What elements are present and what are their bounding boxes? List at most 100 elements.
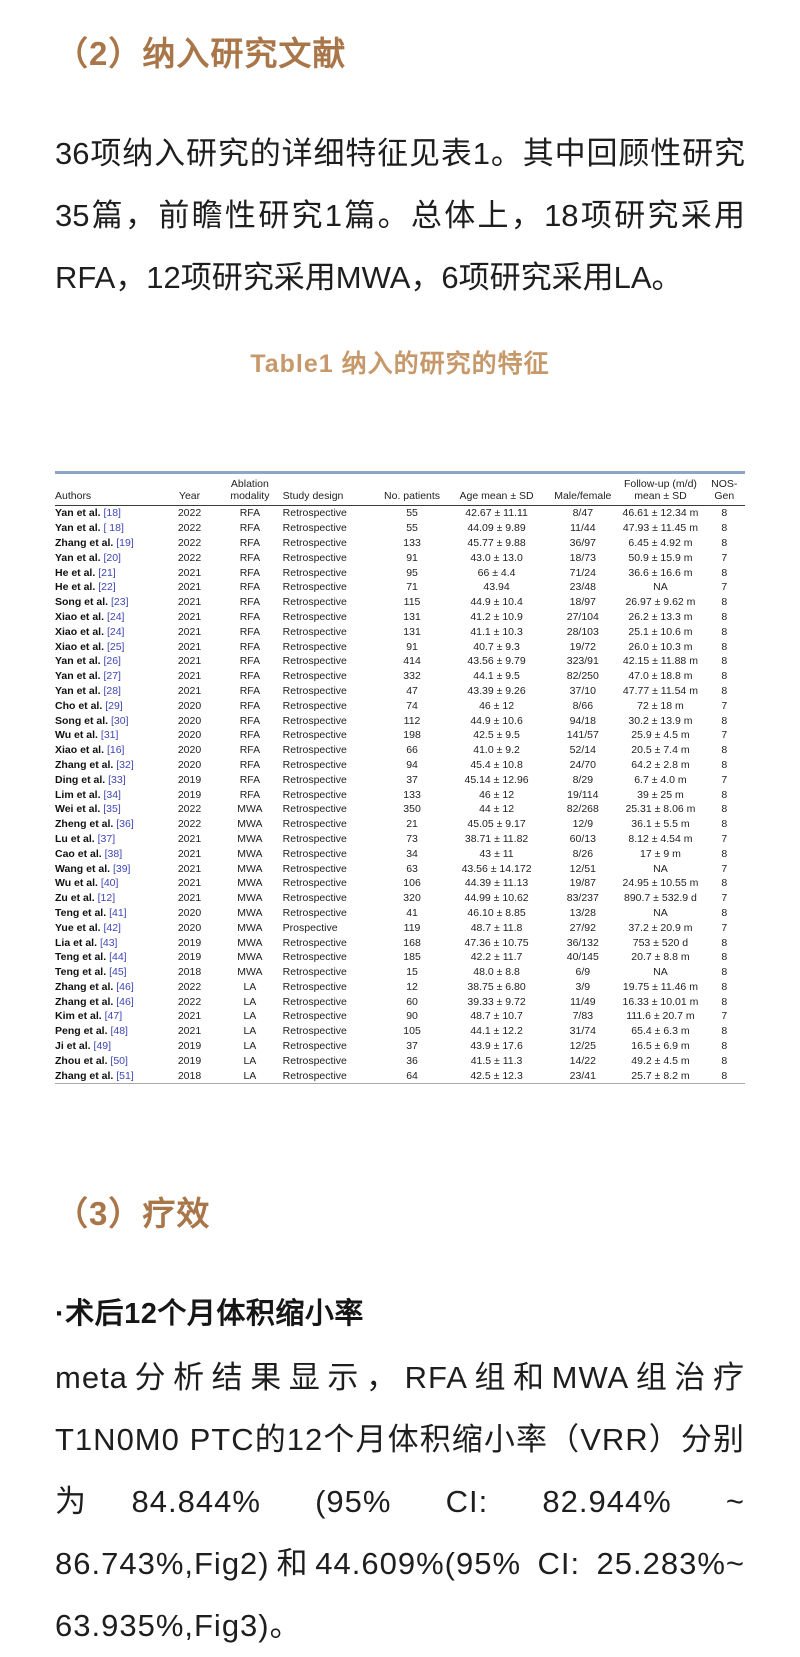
citation-ref: [27] (103, 670, 121, 683)
table-cell: 8/26 (572, 847, 594, 860)
table-cell: 8 (721, 655, 728, 668)
table-cell: 37.2 ± 20.9 m (628, 921, 693, 934)
author-name: Zhang et al. (55, 995, 117, 1008)
table-row: Zhou et al. [50] 2019 LA Retrospective 36 41.… (55, 1053, 745, 1068)
citation-ref: [45] (109, 966, 127, 979)
citation-ref: [40] (100, 877, 119, 890)
table-cell: 94/18 (569, 714, 596, 727)
table-cell: 8 (721, 507, 728, 520)
table-cell: 131 (403, 625, 421, 638)
table-cell: 18/97 (569, 596, 596, 609)
author-name: Yan et al. (55, 551, 104, 564)
table-cell: 2021 (177, 832, 202, 845)
table-cell: 7 (721, 832, 728, 845)
table-cell: 8 (721, 966, 728, 979)
column-header-ablation-modality: Ablation modality (217, 472, 283, 506)
table-cell: NA (653, 862, 668, 875)
citation-ref: [46] (116, 995, 134, 1008)
table-cell: Prospective (282, 921, 338, 934)
table-row: Peng et al. [48] 2021 LA Retrospective 105 44… (55, 1024, 745, 1039)
table-cell: RFA (239, 507, 261, 520)
table-cell: 7 (721, 921, 728, 934)
citation-ref: [31] (100, 729, 119, 742)
table-cell: 23/48 (569, 581, 596, 594)
table-cell: 133 (403, 536, 421, 549)
table-cell: 8/66 (572, 699, 594, 712)
author-cell: Yan et al. [18] (55, 506, 162, 521)
section-heading-efficacy: （3）疗效 (55, 1195, 211, 1233)
table-row: Zheng et al. [36] 2022 MWA Retrospective 21 4… (55, 817, 745, 832)
table-cell: 8 (721, 818, 728, 831)
author-cell: Yue et al. [42] (55, 920, 162, 935)
author-cell: Yan et al. [26] (55, 654, 162, 669)
author-cell: Xiao et al. [24] (55, 610, 162, 625)
table-cell: 43.39 ± 9.26 (467, 684, 526, 697)
table-row: Yan et al. [26] 2021 RFA Retrospective 414 43… (55, 654, 745, 669)
table-cell: 21 (406, 818, 418, 831)
table-cell: 2022 (177, 536, 202, 549)
table-cell: 41.2 ± 10.9 (470, 610, 523, 623)
table-cell: 34 (406, 847, 418, 860)
citation-ref: [18] (103, 507, 121, 520)
table-cell: 55 (406, 507, 418, 520)
table-cell: 2019 (177, 773, 202, 786)
table-cell: 2021 (177, 640, 202, 653)
table-cell: 42.15 ± 11.88 m (622, 655, 698, 668)
table-cell: 8 (721, 803, 728, 816)
author-cell: Zhang et al. [51] (55, 1068, 162, 1083)
table-cell: 73 (406, 832, 418, 845)
author-cell: Yan et al. [20] (55, 550, 162, 565)
author-name: Song et al. (55, 714, 112, 727)
table-cell: 26.0 ± 10.3 m (628, 640, 693, 653)
table-cell: 63 (406, 862, 418, 875)
table-cell: 323/91 (566, 655, 599, 668)
table-cell: Retrospective (282, 566, 347, 579)
table-cell: 8 (721, 877, 728, 890)
author-cell: Zhang et al. [46] (55, 994, 162, 1009)
table-cell: 49.2 ± 4.5 m (631, 1054, 690, 1067)
author-cell: Wu et al. [40] (55, 876, 162, 891)
table-cell: 41.1 ± 10.3 (470, 625, 523, 638)
table-cell: 24/70 (569, 758, 596, 771)
table-cell: 40/145 (566, 951, 599, 964)
table-cell: 65.4 ± 6.3 m (631, 1025, 690, 1038)
table-cell: 6/9 (575, 966, 591, 979)
author-cell: Yan et al. [27] (55, 669, 162, 684)
author-name: Teng et al. (55, 966, 110, 979)
table-cell: RFA (239, 581, 261, 594)
table-cell: RFA (239, 625, 261, 638)
citation-ref: [50] (110, 1054, 128, 1067)
table-cell: Retrospective (282, 906, 347, 919)
table-cell: 39 ± 25 m (637, 788, 684, 801)
author-name: Song et al. (55, 596, 112, 609)
table-cell: Retrospective (282, 966, 347, 979)
author-cell: He et al. [22] (55, 580, 162, 595)
table-cell: 2021 (177, 1025, 202, 1038)
table-cell: 19/72 (569, 640, 596, 653)
table-cell: LA (243, 1010, 257, 1023)
table-cell: 2018 (177, 1069, 202, 1082)
table-cell: 8 (721, 906, 728, 919)
table-cell: 2021 (177, 877, 202, 890)
table-cell: RFA (239, 655, 261, 668)
table-cell: 48.7 ± 11.8 (470, 921, 523, 934)
table-row: Song et al. [30] 2020 RFA Retrospective 112 4… (55, 713, 745, 728)
author-name: Teng et al. (55, 906, 110, 919)
table-cell: 8 (721, 758, 728, 771)
table-cell: 2021 (177, 892, 202, 905)
author-name: Xiao et al. (55, 640, 107, 653)
table-cell: 8 (721, 1069, 728, 1082)
table-cell: 43.56 ± 9.79 (467, 655, 526, 668)
table-cell: 6.7 ± 4.0 m (634, 773, 687, 786)
author-name: Yan et al. (55, 670, 104, 683)
table-cell: 185 (403, 951, 421, 964)
table-cell: MWA (237, 966, 263, 979)
table-cell: 26.2 ± 13.3 m (628, 610, 693, 623)
table-cell: 2021 (177, 610, 202, 623)
table-cell: 52/14 (569, 744, 596, 757)
author-name: Kim et al. (55, 1010, 105, 1023)
table-cell: 46.10 ± 8.85 (467, 906, 526, 919)
table-cell: RFA (239, 684, 261, 697)
table-cell: 20.7 ± 8.8 m (631, 951, 690, 964)
